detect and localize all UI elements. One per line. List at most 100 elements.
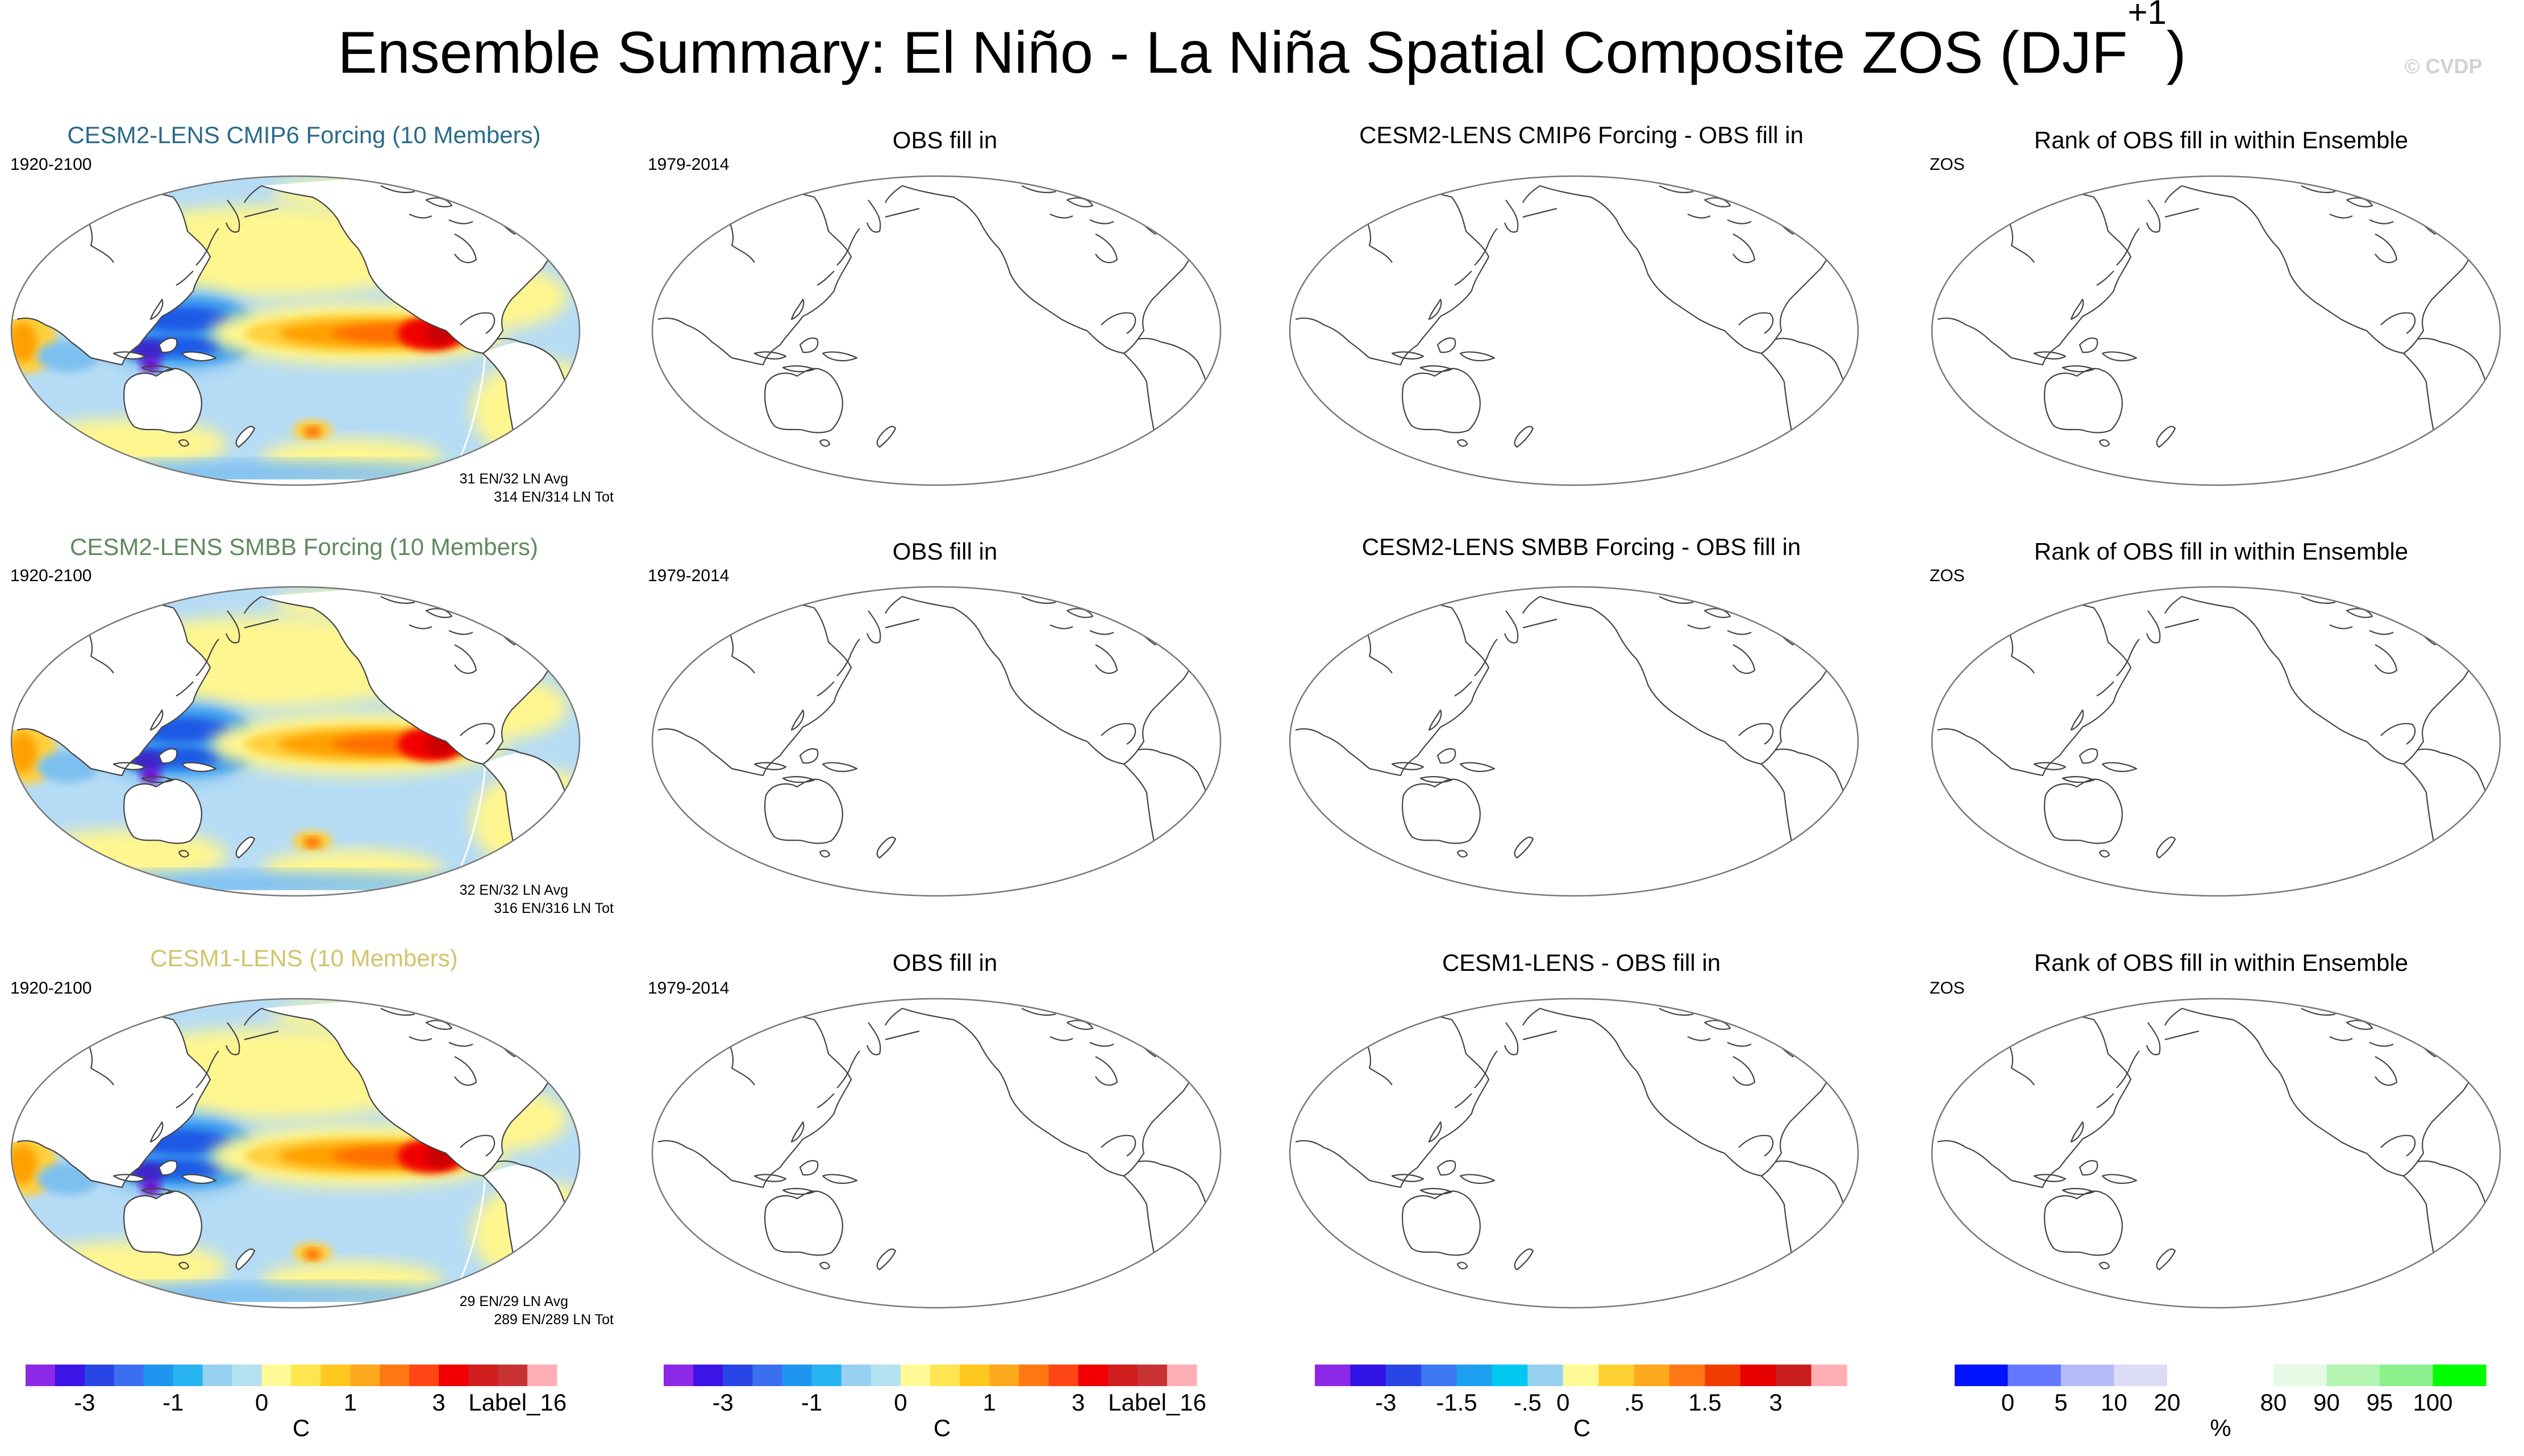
stats-tot: 316 EN/316 LN Tot — [494, 900, 614, 916]
colorbar-swatch — [439, 1365, 469, 1386]
obs-map — [651, 175, 1222, 486]
colorbar-tick-label: 1.5 — [1688, 1389, 1722, 1416]
colorbar-swatch — [1137, 1365, 1168, 1386]
cvdp-watermark: © CVDP — [2405, 55, 2483, 78]
colorbar-swatch — [2167, 1365, 2221, 1386]
colorbar-swatch — [261, 1365, 292, 1386]
obs-panel-title: OBS fill in — [892, 127, 998, 153]
colorbar-tick-label: 20 — [2154, 1389, 2181, 1416]
colorbar-swatch — [693, 1365, 723, 1386]
colorbar-tick-label: 3 — [432, 1389, 445, 1416]
colorbar-swatch — [1598, 1365, 1635, 1386]
difference-map — [1289, 586, 1859, 897]
colorbar-tick-label: 80 — [2260, 1389, 2287, 1416]
colorbar-swatch — [2220, 1365, 2274, 1386]
diff-panel-title: CESM2-LENS CMIP6 Forcing - OBS fill in — [1359, 122, 1804, 148]
colorbar-1 — [26, 1365, 557, 1386]
colorbar-swatch — [2273, 1365, 2327, 1386]
colorbar-swatch — [900, 1365, 931, 1386]
colorbar-swatch — [930, 1365, 960, 1386]
colorbar-tick-label: Label_16 — [1108, 1389, 1207, 1416]
colorbar-swatch — [55, 1365, 85, 1386]
colorbar-swatch — [811, 1365, 842, 1386]
colorbar-swatch — [26, 1365, 56, 1386]
colorbar-swatch — [468, 1365, 498, 1386]
colorbar-swatch — [841, 1365, 872, 1386]
obs-panel-title: OBS fill in — [892, 538, 998, 565]
colorbar-swatch — [1811, 1365, 1847, 1386]
colorbar-swatch — [2326, 1365, 2380, 1386]
colorbar-tick-label: -1.5 — [1436, 1389, 1477, 1416]
colorbar-swatch — [723, 1365, 753, 1386]
colorbar-tick-label: 3 — [1071, 1389, 1085, 1416]
colorbar-swatch — [1669, 1365, 1705, 1386]
colorbar-swatch — [752, 1365, 782, 1386]
rank-panel-sub: ZOS — [1930, 566, 1965, 585]
colorbar-unit-label: % — [2210, 1415, 2231, 1441]
model-composite-map — [10, 998, 581, 1309]
colorbar-swatch — [143, 1365, 174, 1386]
colorbar-swatch — [1776, 1365, 1812, 1386]
rank-map — [1931, 998, 2501, 1309]
colorbar-swatch — [1955, 1365, 2009, 1386]
model-panel-title: CESM2-LENS CMIP6 Forcing (10 Members) — [67, 122, 541, 148]
colorbar-swatch — [1492, 1365, 1528, 1386]
model-composite-map — [10, 586, 581, 897]
colorbar-swatch — [871, 1365, 901, 1386]
colorbar-swatch — [2380, 1365, 2434, 1386]
rank-panel-sub: ZOS — [1930, 155, 1965, 174]
colorbar-tick-label: 3 — [1769, 1389, 1782, 1416]
colorbar-swatch — [232, 1365, 263, 1386]
colorbar-tick-label: .5 — [1624, 1389, 1644, 1416]
model-panel-years: 1920-2100 — [10, 566, 92, 585]
colorbar-swatch — [114, 1365, 144, 1386]
rank-panel-sub: ZOS — [1930, 979, 1965, 998]
rank-map — [1931, 175, 2501, 486]
colorbar-tick-label: -3 — [712, 1389, 734, 1416]
diff-panel-title: CESM1-LENS - OBS fill in — [1442, 949, 1721, 976]
colorbar-swatch — [173, 1365, 203, 1386]
colorbar-tick-label: 1 — [982, 1389, 996, 1416]
colorbar-tick-label: 0 — [894, 1389, 907, 1416]
colorbar-swatch — [2061, 1365, 2115, 1386]
difference-map — [1289, 998, 1859, 1309]
colorbar-tick-label: -3 — [74, 1389, 95, 1416]
obs-panel-years: 1979-2014 — [648, 155, 730, 174]
colorbar-unit-label: C — [292, 1415, 310, 1441]
colorbar-swatch — [1634, 1365, 1670, 1386]
colorbar-swatch — [84, 1365, 115, 1386]
colorbar-swatch — [1019, 1365, 1049, 1386]
obs-panel-years: 1979-2014 — [648, 979, 730, 998]
diff-panel-title: CESM2-LENS SMBB Forcing - OBS fill in — [1361, 533, 1801, 560]
obs-panel-title: OBS fill in — [892, 949, 998, 976]
difference-map — [1289, 175, 1859, 486]
colorbar-swatch — [527, 1365, 557, 1386]
colorbar-swatch — [1107, 1365, 1138, 1386]
colorbar-tick-label: 0 — [2001, 1389, 2015, 1416]
colorbar-tick-label: 10 — [2101, 1389, 2127, 1416]
colorbar-tick-label: 0 — [255, 1389, 269, 1416]
rank-panel-title: Rank of OBS fill in within Ensemble — [2034, 538, 2409, 565]
stats-avg: 32 EN/32 LN Avg — [459, 882, 568, 898]
obs-map — [651, 998, 1222, 1309]
colorbar-swatch — [1527, 1365, 1564, 1386]
colorbar-swatch — [989, 1365, 1019, 1386]
colorbar-tick-label: -3 — [1375, 1389, 1397, 1416]
model-composite-map — [10, 175, 581, 486]
colorbar-tick-label: 0 — [1556, 1389, 1570, 1416]
figure-title-superscript: +1 — [2127, 0, 2167, 31]
colorbar-swatch — [1456, 1365, 1493, 1386]
colorbar-tick-label: 1 — [343, 1389, 357, 1416]
colorbar-swatch — [2433, 1365, 2486, 1386]
colorbar-tick-label: Label_16 — [468, 1389, 567, 1416]
colorbar-swatch — [498, 1365, 528, 1386]
colorbar-swatch — [350, 1365, 380, 1386]
colorbar-swatch — [2114, 1365, 2168, 1386]
rank-map — [1931, 586, 2501, 897]
stats-tot: 314 EN/314 LN Tot — [494, 489, 614, 505]
colorbar-swatch — [664, 1365, 694, 1386]
figure-title-text: Ensemble Summary: El Niño - La Niña Spat… — [338, 20, 2128, 86]
colorbar-swatch — [2007, 1365, 2061, 1386]
model-panel-years: 1920-2100 — [10, 979, 92, 998]
